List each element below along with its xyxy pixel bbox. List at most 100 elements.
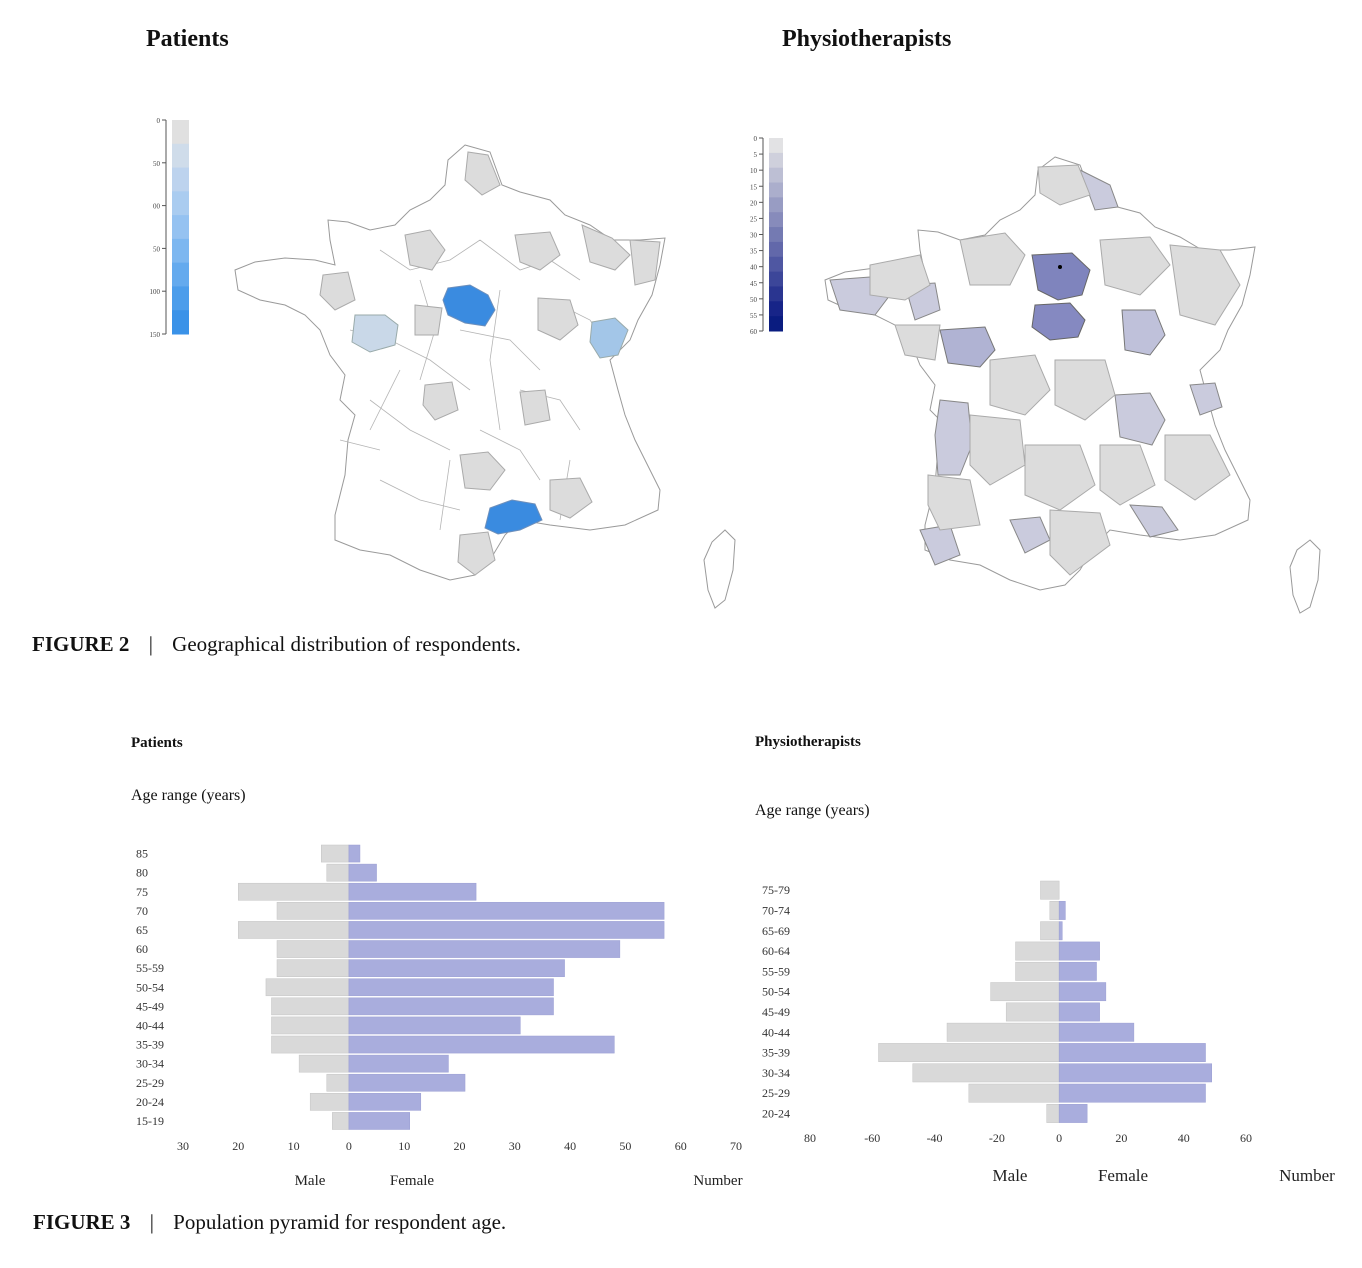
- x-tick-label: -60: [864, 1131, 880, 1145]
- x-tick-label: 60: [1240, 1131, 1252, 1145]
- x-tick-label: -20: [989, 1131, 1005, 1145]
- patients-regions: [319, 151, 661, 576]
- region-grey-12: [629, 239, 661, 286]
- age-label: 55-59: [762, 964, 790, 978]
- x-tick-label: 50: [619, 1139, 631, 1153]
- region-grey-j: [927, 474, 981, 531]
- legend-physio-swatch: [769, 212, 783, 228]
- pyramid-physio-title: Physiotherapists: [755, 734, 861, 750]
- age-label: 40-44: [136, 1018, 164, 1032]
- figure3-caption-label: FIGURE 3: [33, 1210, 131, 1234]
- male-bar: [265, 978, 350, 997]
- region-grey-d: [1169, 244, 1241, 326]
- region-low-7: [1129, 504, 1179, 538]
- male-bar: [271, 1016, 350, 1035]
- legend-physio-swatch: [769, 286, 783, 302]
- x-tick-label: 30: [177, 1139, 189, 1153]
- female-bar: [348, 882, 477, 901]
- x-tick-label: 10: [288, 1139, 300, 1153]
- region-grey-3: [581, 224, 631, 271]
- female-bar: [1058, 1022, 1135, 1042]
- female-bar: [348, 1093, 422, 1111]
- legend-patients-swatch: [172, 143, 189, 169]
- legend-patients-tick-label: 00: [153, 203, 161, 211]
- region-grey-b: [959, 232, 1026, 286]
- region-herault-patients: [484, 499, 543, 535]
- physio-regions: [829, 164, 1241, 576]
- age-label: 75: [136, 885, 148, 899]
- region-grey-9: [549, 477, 593, 519]
- region-grey-e: [989, 354, 1051, 416]
- female-bar: [1058, 1063, 1212, 1083]
- male-bar: [326, 1073, 350, 1092]
- x-tick-label: -40: [927, 1131, 943, 1145]
- female-bar: [1058, 982, 1107, 1002]
- female-bar: [1058, 1104, 1088, 1123]
- age-label: 45-49: [136, 999, 164, 1013]
- region-grey-a: [869, 254, 931, 301]
- male-bar: [238, 882, 350, 901]
- age-label: 70-74: [762, 903, 790, 917]
- legend-physio-tick-label: 55: [750, 312, 758, 320]
- legend-physio-swatch: [769, 241, 783, 258]
- age-label: 65-69: [762, 924, 790, 938]
- figure2-caption-label: FIGURE 2: [32, 632, 130, 656]
- region-grey-n: [894, 324, 941, 361]
- male-bar: [1040, 921, 1060, 941]
- region-grey-g: [969, 414, 1026, 486]
- region-low-9: [1189, 382, 1223, 416]
- male-bar: [276, 940, 350, 958]
- female-bar: [348, 902, 665, 920]
- legend-physio-tick-label: 40: [750, 264, 758, 272]
- male-axis-label: Male: [993, 1166, 1028, 1185]
- region-high-1: [1031, 252, 1091, 301]
- age-label: 50-54: [762, 985, 790, 999]
- female-bar: [1058, 901, 1066, 920]
- legend-physio-tick-label: 10: [750, 167, 758, 175]
- region-high-2: [1031, 302, 1086, 341]
- male-bar: [332, 1112, 350, 1130]
- female-axis-label: Female: [390, 1173, 434, 1189]
- male-bar: [271, 997, 350, 1016]
- age-label: 40-44: [762, 1025, 790, 1039]
- age-label: 80: [136, 866, 148, 880]
- legend-physio-tick-label: 50: [750, 296, 758, 304]
- age-label: 25-29: [136, 1076, 164, 1090]
- age-label: 25-29: [762, 1086, 790, 1100]
- legend-patients-tick-label: 150: [150, 331, 161, 339]
- figure3-caption-sep: |: [149, 1210, 154, 1234]
- region-low-1: [934, 399, 973, 476]
- age-label: 45-49: [762, 1005, 790, 1019]
- legend-physio-swatch: [769, 197, 783, 213]
- male-bar: [276, 959, 350, 977]
- legend-physio-tick-label: 20: [750, 199, 758, 207]
- female-bar: [348, 978, 554, 997]
- legend-physio-swatch: [769, 301, 783, 317]
- figure2-left-title: Patients: [146, 26, 229, 52]
- pyramid-patients-title: Patients: [131, 735, 183, 751]
- region-grey-k: [1049, 509, 1111, 576]
- legend-patients-swatch: [172, 286, 189, 311]
- legend-physio-swatch: [769, 271, 783, 287]
- number-axis-label: Number: [1279, 1166, 1335, 1185]
- female-bar: [1058, 1043, 1206, 1062]
- figure3-caption: FIGURE 3 | Population pyramid for respon…: [33, 1210, 506, 1235]
- region-grey-6: [464, 151, 501, 196]
- male-bar: [990, 982, 1060, 1002]
- region-low-8: [1079, 168, 1119, 211]
- pyramid-patients-ylabel: Age range (years): [131, 787, 246, 804]
- female-bar: [1058, 1083, 1206, 1103]
- male-bar: [1046, 1104, 1060, 1123]
- male-bar: [298, 1054, 350, 1073]
- region-mid-2: [1121, 309, 1166, 356]
- region-grey-7: [422, 381, 459, 421]
- age-label: 60-64: [762, 944, 790, 958]
- male-bar: [321, 844, 350, 863]
- figure2-caption: FIGURE 2 | Geographical distribution of …: [32, 632, 521, 657]
- x-tick-label: 30: [509, 1139, 521, 1153]
- male-bar: [968, 1083, 1060, 1103]
- legend-physio-tick-label: 30: [750, 232, 758, 240]
- legend-physio-tick-label: 35: [750, 248, 758, 256]
- age-label: 30-34: [136, 1057, 164, 1071]
- female-bar: [348, 921, 665, 939]
